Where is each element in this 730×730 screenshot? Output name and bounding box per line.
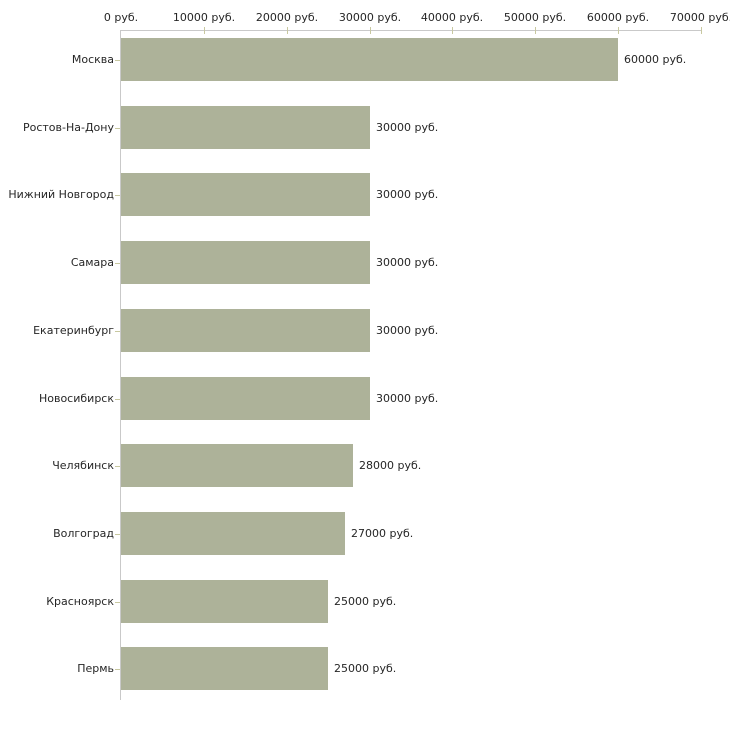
value-label: 30000 руб.: [376, 188, 439, 201]
category-label: Нижний Новгород: [8, 188, 114, 201]
x-axis-tick-label: 40000 руб.: [420, 11, 484, 24]
value-label: 25000 руб.: [334, 662, 397, 675]
category-label: Красноярск: [46, 595, 114, 608]
x-axis-tick-label: 20000 руб.: [255, 11, 319, 24]
x-axis-tick-label: 70000 руб.: [669, 11, 730, 24]
bar: [121, 580, 328, 623]
y-axis-tick: [115, 195, 120, 196]
y-axis-tick: [115, 602, 120, 603]
value-label: 60000 руб.: [624, 53, 687, 66]
x-axis-tick-label: 50000 руб.: [503, 11, 567, 24]
category-label: Новосибирск: [38, 392, 114, 405]
category-label: Челябинск: [52, 459, 114, 472]
bar: [121, 173, 370, 216]
bar: [121, 38, 618, 81]
y-axis-tick: [115, 466, 120, 467]
bar: [121, 309, 370, 352]
bar: [121, 241, 370, 284]
category-label: Екатеринбург: [33, 324, 114, 337]
y-axis-tick: [115, 263, 120, 264]
bar: [121, 444, 353, 487]
x-axis-tick: [452, 27, 453, 34]
value-label: 30000 руб.: [376, 392, 439, 405]
x-axis-tick: [287, 27, 288, 34]
bar: [121, 512, 345, 555]
category-label: Пермь: [77, 662, 114, 675]
y-axis-tick: [115, 331, 120, 332]
x-axis-tick: [204, 27, 205, 34]
value-label: 28000 руб.: [359, 459, 422, 472]
value-label: 30000 руб.: [376, 121, 439, 134]
x-axis-tick-label: 0 руб.: [103, 11, 139, 24]
y-axis-tick: [115, 669, 120, 670]
x-axis-tick: [370, 27, 371, 34]
category-label: Самара: [70, 256, 114, 269]
x-axis-tick: [701, 27, 702, 34]
value-label: 27000 руб.: [351, 527, 414, 540]
category-label: Москва: [71, 53, 114, 66]
x-axis-tick-label: 60000 руб.: [586, 11, 650, 24]
category-label: Ростов-На-Дону: [22, 121, 114, 134]
bar: [121, 647, 328, 690]
x-axis-tick: [535, 27, 536, 34]
x-axis-tick: [618, 27, 619, 34]
y-axis-tick: [115, 399, 120, 400]
value-label: 30000 руб.: [376, 324, 439, 337]
bar: [121, 106, 370, 149]
x-axis-tick-label: 10000 руб.: [172, 11, 236, 24]
x-axis-line: [121, 30, 702, 31]
category-label: Волгоград: [53, 527, 114, 540]
y-axis-tick: [115, 60, 120, 61]
value-label: 25000 руб.: [334, 595, 397, 608]
y-axis-tick: [115, 128, 120, 129]
bar: [121, 377, 370, 420]
y-axis-tick: [115, 534, 120, 535]
value-label: 30000 руб.: [376, 256, 439, 269]
x-axis-tick-label: 30000 руб.: [338, 11, 402, 24]
y-axis-line: [120, 30, 121, 700]
